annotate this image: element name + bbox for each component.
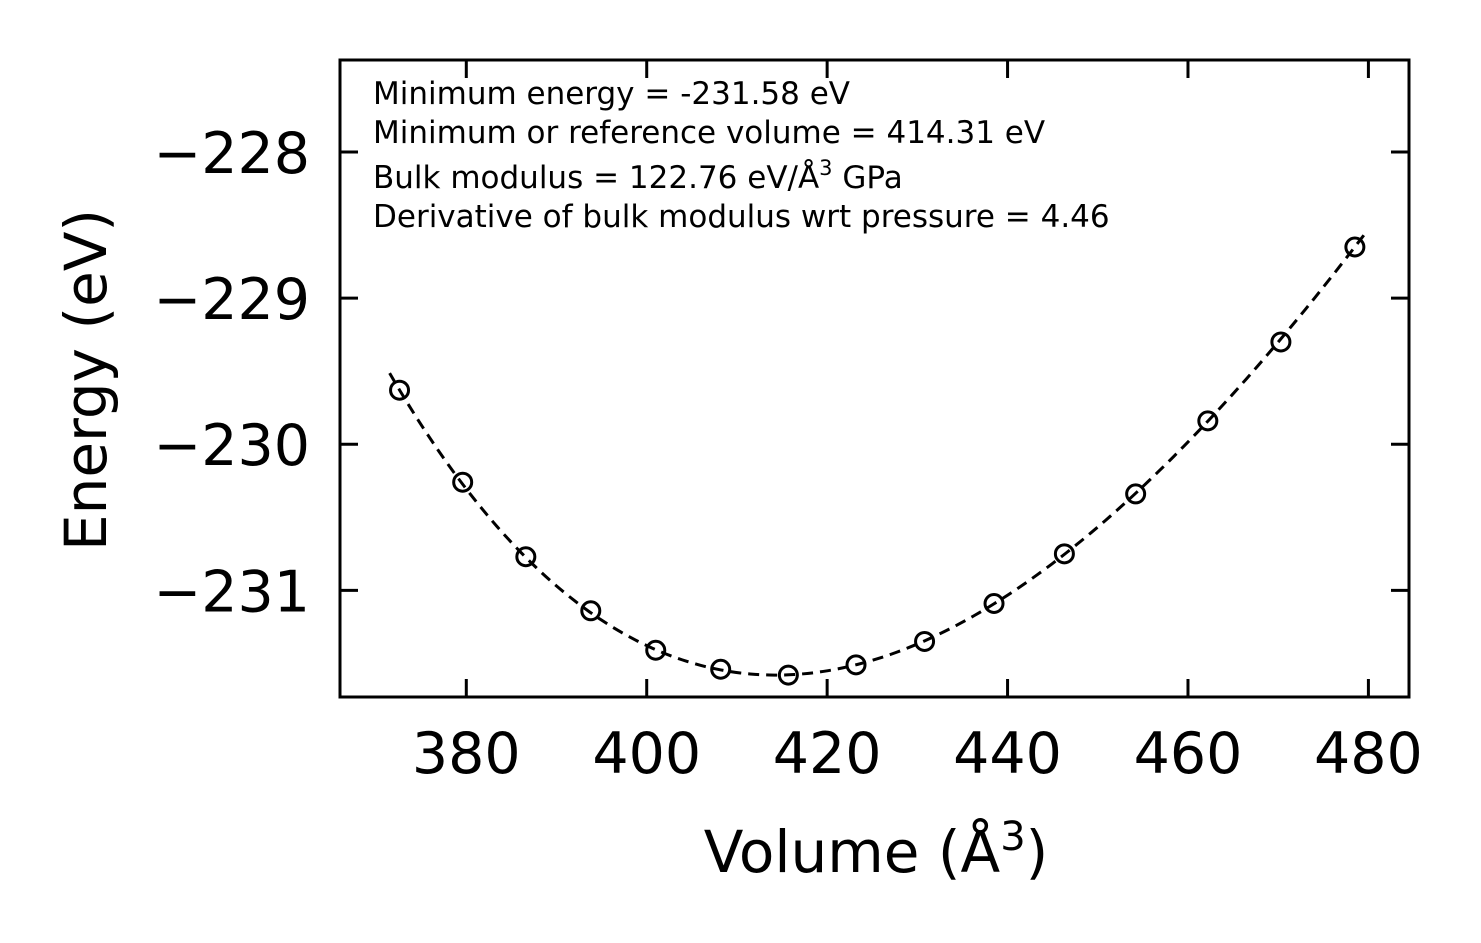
data-point: [580, 600, 602, 622]
x-tick-label: 420: [773, 721, 882, 787]
data-points: [389, 236, 1366, 686]
x-axis-label-tail: ): [1026, 818, 1049, 886]
x-tick-label: 480: [1314, 721, 1423, 787]
annotation-box: Minimum energy = -231.58 eV Minimum or r…: [373, 76, 1110, 235]
tick-labels: 380 400 420 440 460 480 −228 −229 −230 −231: [153, 121, 1422, 787]
y-tick-label: −228: [153, 121, 310, 187]
data-point: [452, 471, 474, 493]
annotation-bulk-modulus-sup: 3: [819, 156, 832, 180]
x-tick-label: 440: [953, 721, 1062, 787]
data-point: [983, 592, 1005, 614]
annotation-bulk-modulus-tail: GPa: [833, 160, 903, 196]
x-tick-label: 400: [592, 721, 701, 787]
annotation-bulk-modulus-derivative: Derivative of bulk modulus wrt pressure …: [373, 199, 1110, 235]
data-point: [1197, 410, 1219, 432]
x-axis-label-text: Volume (Å: [704, 817, 1001, 886]
data-point: [515, 546, 537, 568]
data-point: [777, 664, 799, 686]
data-point: [645, 639, 667, 661]
x-tick-label: 380: [412, 721, 521, 787]
plot-frame: [338, 58, 1411, 699]
y-tick-label: −230: [153, 413, 310, 479]
data-point: [710, 658, 732, 680]
annotation-min-energy: Minimum energy = -231.58 eV: [373, 76, 850, 112]
x-axis-label: Volume (Å3): [704, 814, 1049, 886]
data-point: [1344, 236, 1366, 258]
annotation-bulk-modulus: Bulk modulus = 122.76 eV/Å3 GPa: [373, 156, 903, 196]
y-axis-label: Energy (eV): [52, 209, 120, 551]
y-tick-label: −231: [153, 559, 310, 625]
data-point: [389, 379, 411, 401]
annotation-min-volume: Minimum or reference volume = 414.31 eV: [373, 115, 1045, 151]
x-tick-label: 460: [1134, 721, 1243, 787]
annotation-bulk-modulus-text: Bulk modulus = 122.76 eV/Å: [373, 160, 819, 196]
data-point: [1125, 483, 1147, 505]
axis-ticks: [340, 60, 1409, 697]
data-point: [845, 654, 867, 676]
y-tick-label: −229: [153, 267, 310, 333]
x-axis-label-sup: 3: [1000, 814, 1025, 860]
data-point: [1270, 331, 1292, 353]
data-point: [914, 630, 936, 652]
data-point: [1053, 543, 1075, 565]
